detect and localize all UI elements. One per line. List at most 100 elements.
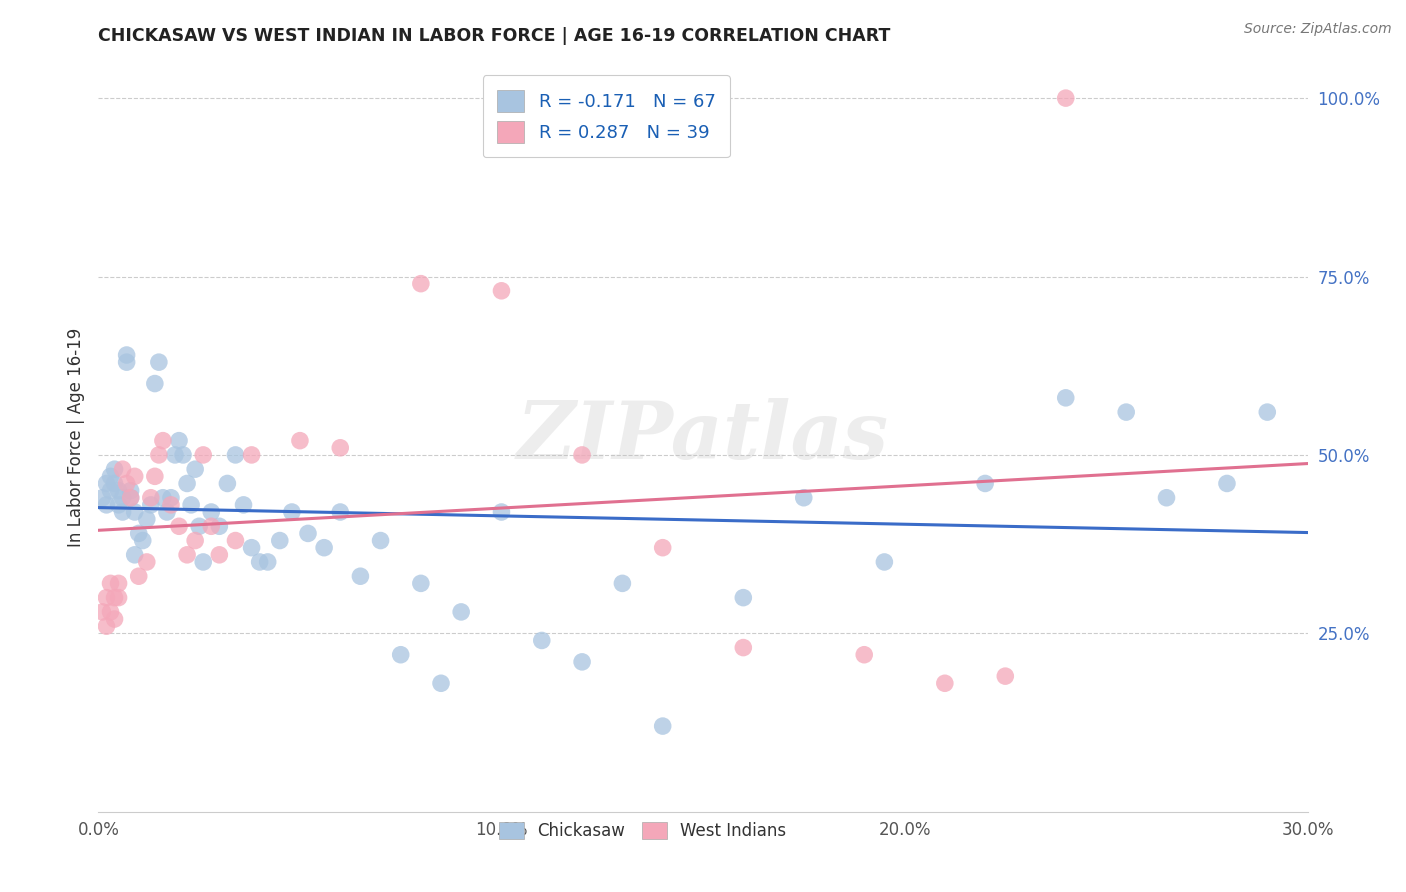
Point (160, 491, 183, 505)
Point (232, 498, 254, 512)
Point (370, 533, 392, 548)
Point (167, 434, 190, 448)
Point (100, 605, 122, 619)
Point (103, 591, 125, 605)
Point (115, 348, 138, 362)
Point (240, 541, 263, 555)
Point (124, 469, 146, 483)
Y-axis label: In Labor Force | Age 16-19: In Labor Force | Age 16-19 (66, 327, 84, 547)
Point (224, 533, 246, 548)
Point (853, 648, 876, 662)
Point (256, 555, 278, 569)
Point (651, 719, 673, 733)
Point (172, 448, 194, 462)
Point (100, 576, 122, 591)
Point (389, 648, 412, 662)
Point (148, 448, 170, 462)
Point (135, 555, 157, 569)
Point (314, 541, 336, 555)
Point (115, 476, 138, 491)
Point (249, 555, 271, 569)
Point (974, 476, 997, 491)
Point (111, 491, 134, 505)
Point (100, 469, 122, 483)
Point (184, 462, 207, 476)
Point (571, 655, 593, 669)
Point (111, 505, 134, 519)
Point (491, 284, 513, 298)
Point (148, 355, 170, 369)
Point (329, 441, 352, 455)
Point (269, 533, 291, 548)
Point (200, 519, 222, 533)
Point (115, 355, 138, 369)
Point (329, 505, 352, 519)
Point (217, 476, 239, 491)
Point (124, 548, 146, 562)
Point (124, 505, 146, 519)
Point (571, 448, 593, 462)
Point (491, 505, 513, 519)
Point (733, 640, 755, 655)
Point (176, 476, 198, 491)
Point (107, 498, 129, 512)
Point (651, 541, 673, 555)
Point (180, 498, 202, 512)
Point (111, 462, 134, 476)
Point (1216, 476, 1239, 491)
Point (188, 519, 211, 533)
Point (349, 569, 371, 583)
Point (208, 548, 231, 562)
Point (994, 669, 1017, 683)
Point (430, 676, 453, 690)
Point (132, 533, 155, 548)
Point (107, 576, 129, 591)
Point (184, 533, 207, 548)
Point (135, 512, 157, 526)
Point (612, 576, 634, 591)
Point (107, 483, 129, 498)
Point (297, 526, 319, 541)
Point (160, 498, 183, 512)
Point (139, 498, 162, 512)
Point (96, 591, 118, 605)
Point (96, 619, 118, 633)
Point (176, 548, 198, 562)
Point (120, 483, 142, 498)
Text: CHICKASAW VS WEST INDIAN IN LABOR FORCE | AGE 16-19 CORRELATION CHART: CHICKASAW VS WEST INDIAN IN LABOR FORCE … (98, 27, 891, 45)
Point (193, 555, 215, 569)
Point (103, 462, 125, 476)
Point (163, 448, 186, 462)
Legend: Chickasaw, West Indians: Chickasaw, West Indians (491, 814, 794, 848)
Point (200, 505, 222, 519)
Point (733, 591, 755, 605)
Point (152, 434, 174, 448)
Point (128, 526, 150, 541)
Point (450, 605, 472, 619)
Point (1115, 405, 1137, 419)
Point (96, 498, 118, 512)
Point (120, 491, 142, 505)
Point (139, 491, 162, 505)
Text: ZIPatlas: ZIPatlas (517, 399, 889, 475)
Point (156, 505, 179, 519)
Point (1156, 491, 1178, 505)
Point (208, 519, 231, 533)
Point (1054, 391, 1077, 405)
Point (873, 555, 896, 569)
Point (409, 277, 432, 291)
Point (103, 476, 125, 491)
Point (167, 519, 190, 533)
Point (793, 491, 815, 505)
Point (530, 633, 553, 648)
Point (103, 612, 125, 626)
Point (240, 448, 263, 462)
Point (91, 491, 114, 505)
Point (224, 448, 246, 462)
Point (409, 576, 432, 591)
Point (1256, 405, 1278, 419)
Point (96, 476, 118, 491)
Point (288, 434, 311, 448)
Point (934, 676, 956, 690)
Point (193, 448, 215, 462)
